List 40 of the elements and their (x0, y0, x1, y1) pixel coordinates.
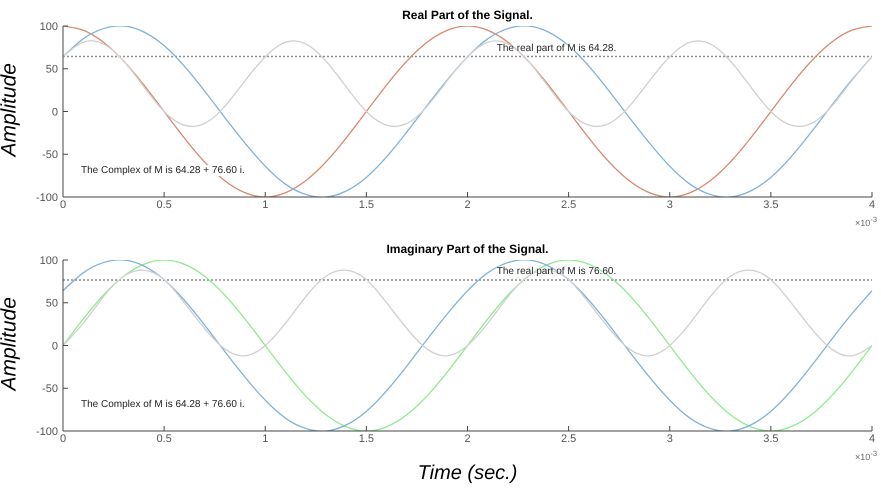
annotation: The Complex of M is 64.28 + 76.60 i. (79, 165, 247, 176)
x-tick-label: 1.5 (358, 432, 374, 445)
x-tick-label: 2.5 (560, 198, 576, 211)
text: ×10$^{-3}$ (855, 449, 877, 462)
y-axis-title: Amplitude (0, 63, 20, 158)
ref-line-label: The real part of M is 76.60. (496, 266, 616, 278)
x-tick-label: 4 (868, 198, 876, 211)
chart-title: Imaginary Part of the Signal. (385, 242, 550, 256)
y-tick-label: -100 (36, 192, 58, 204)
annotation: The Complex of M is 64.28 + 76.60 i. (79, 399, 247, 410)
x-tick-label: 0 (60, 198, 66, 211)
y-tick-label: -50 (42, 149, 58, 162)
x-tick-label: 0.5 (156, 198, 172, 211)
x-tick-label: 1 (262, 198, 268, 211)
x-tick-label: 3.5 (763, 198, 779, 211)
x-axis-title: Time (sec.) (418, 462, 518, 484)
x-tick-label: 2 (464, 432, 471, 445)
x-tick-label: 3 (666, 198, 673, 211)
x-tick-label: 2 (464, 198, 471, 211)
y-tick-label: 100 (40, 254, 58, 267)
y-axis-title: Amplitude (0, 297, 20, 392)
x-tick-label: 0 (60, 432, 66, 445)
y-tick-label: 50 (46, 298, 58, 310)
y-tick-label: -50 (42, 383, 58, 396)
x-tick-label: 3.5 (763, 432, 779, 445)
line-series (63, 26, 872, 197)
x-tick-label: 0.5 (156, 432, 172, 445)
x-tick-label: 3 (666, 432, 673, 445)
x-tick-label: 1 (262, 432, 268, 445)
x-tick-label: 1.5 (358, 198, 374, 211)
x-tick-label: 4 (868, 432, 876, 445)
chart-title: Real Part of the Signal. (401, 8, 534, 22)
text: ×10$^{-3}$ (855, 215, 877, 228)
y-tick-label: -100 (36, 426, 58, 438)
x-tick-label: 2.5 (560, 432, 576, 445)
y-tick-label: 50 (46, 64, 58, 76)
y-tick-label: 0 (52, 106, 58, 118)
line-series (63, 260, 872, 431)
y-tick-label: 0 (52, 340, 58, 352)
y-tick-label: 100 (40, 20, 58, 33)
